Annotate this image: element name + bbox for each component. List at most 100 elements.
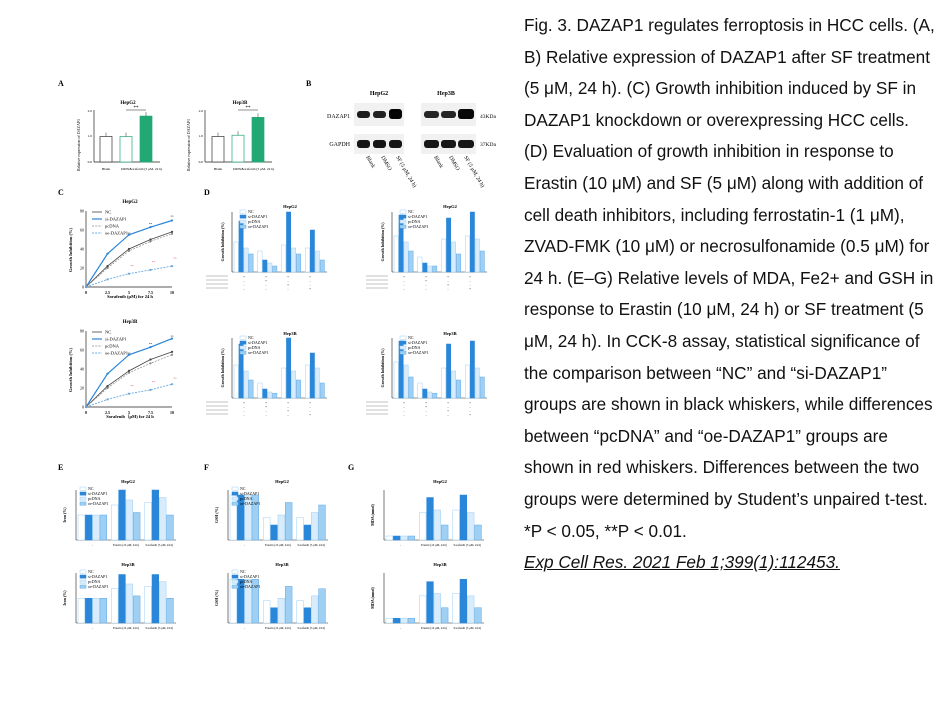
treatment-sign: + <box>469 287 471 291</box>
x-axis-label: Sorafenib (μM) for 24 h <box>107 294 153 299</box>
treatment-sign: - <box>265 413 266 417</box>
bar <box>474 367 480 399</box>
treatment-sign: + <box>265 405 267 409</box>
bar <box>277 598 285 624</box>
bar <box>144 502 152 541</box>
panel-b-western-blot: HepG2 Hep3B DAZAP1 GAPDH 43KDa 37KDa Bla… <box>327 91 496 189</box>
legend-swatch <box>239 224 247 229</box>
legend-swatch <box>79 496 87 501</box>
bar <box>319 382 325 399</box>
bar <box>479 250 485 273</box>
x-tick-label: Erastin (10 μM, 24 h) <box>265 626 291 631</box>
lane-label: SF (5 μM, 24 h) <box>462 155 486 189</box>
bar <box>92 598 100 624</box>
treatment-sign: - <box>309 409 310 413</box>
x-tick-label: - <box>244 626 245 630</box>
chart-title: Hep3B <box>121 562 134 567</box>
bar <box>166 514 174 541</box>
bar <box>459 579 467 624</box>
treatment-sign: + <box>309 287 311 291</box>
x-tick-label: Sorafenib (5 μM, 24 h) <box>145 626 173 631</box>
data-point <box>149 362 152 365</box>
treatment-sign: - <box>425 287 426 291</box>
x-tick-label: - <box>400 626 401 630</box>
data-point <box>127 392 131 395</box>
citation-link[interactable]: Exp Cell Res. 2021 Feb 1;399(1):112453. <box>524 552 840 573</box>
x-tick-label: Sorafenib (5 μM, 24 h) <box>453 543 481 548</box>
bar <box>474 607 482 624</box>
legend-label: pcDNA <box>88 579 101 584</box>
bar <box>99 598 107 624</box>
bar <box>408 376 414 399</box>
legend-swatch <box>231 574 239 579</box>
bar <box>251 494 259 541</box>
legend-label: pcDNA <box>408 219 421 224</box>
bar <box>237 579 245 624</box>
panel-c-hep3b: Hep3B Growth Inhibition (%) 0 20 40 60 80 0 2.… <box>68 320 177 420</box>
treatment-sign: - <box>309 283 310 287</box>
legend-swatch <box>239 340 247 345</box>
legend-label: si-DAZAP1 <box>408 340 427 345</box>
bar <box>99 136 113 163</box>
bar <box>267 391 273 399</box>
bar <box>286 337 292 399</box>
series-line <box>85 265 173 288</box>
treatment-sign: + <box>425 279 427 283</box>
data-point <box>106 266 109 270</box>
bar <box>267 262 273 273</box>
bar <box>400 617 408 624</box>
bar <box>479 376 485 399</box>
legend-swatch <box>231 491 239 496</box>
bar <box>432 392 438 399</box>
treatment-sign: - <box>447 405 448 409</box>
legend-swatch <box>231 496 239 501</box>
caption-text: Fig. 3. DAZAP1 regulates ferroptosis in … <box>524 15 935 541</box>
panel-letter-g: G <box>348 463 354 472</box>
panel-a-hepg2: HepG2 Relative expression of DAZAP1 0.0 … <box>76 101 163 172</box>
data-point <box>106 265 109 268</box>
series-line <box>85 233 173 288</box>
x-tick-label: 0 <box>85 410 87 415</box>
bar <box>85 514 93 541</box>
treatment-sign: + <box>243 401 245 405</box>
bar <box>426 581 434 624</box>
legend-label: si-DAZAP1 <box>248 340 267 345</box>
y-tick-label: 80 <box>80 209 84 214</box>
panel-letter-d: D <box>204 188 210 197</box>
bar <box>231 134 245 163</box>
y-axis-label: GSH (%) <box>214 506 219 523</box>
bar <box>270 524 278 541</box>
panel-c-hepg2: HepG2 Growth Inhibition (%) 0 20 40 60 80 0 2.… <box>68 200 177 299</box>
bar <box>385 617 393 624</box>
chart-title: HepG2 <box>275 479 290 484</box>
treatment-sign: + <box>265 279 267 283</box>
treatment-sign: - <box>425 283 426 287</box>
bar <box>133 512 141 541</box>
bar <box>125 583 133 624</box>
y-axis-label: Growth Inhibition (%) <box>220 222 225 262</box>
bar <box>263 517 271 541</box>
treatment-sign: + <box>425 401 427 405</box>
legend-label: pcDNA <box>240 579 253 584</box>
treatment-sign: - <box>287 405 288 409</box>
bar <box>286 211 292 273</box>
svg-text:2.0: 2.0 <box>88 109 93 113</box>
sig-marker: ** <box>173 376 177 380</box>
legend-label: oe-DAZAP1 <box>88 501 108 506</box>
y-axis-label: Growth Inhibition (%) <box>220 348 225 388</box>
bar <box>281 244 287 273</box>
sig-marker: ** <box>170 335 174 339</box>
legend-label: oe-DAZAP1 <box>248 350 268 355</box>
legend-swatch <box>239 350 247 355</box>
y-axis-label: MDA (nmol) <box>370 504 375 526</box>
treatment-sign: + <box>425 275 427 279</box>
bar <box>403 241 409 273</box>
bar <box>243 247 249 273</box>
bar <box>291 247 296 273</box>
treatment-sign: - <box>469 283 470 287</box>
bar <box>456 253 461 273</box>
x-tick-label: Erastin (10 μM, 24 h) <box>421 543 447 548</box>
sig-marker: ** <box>152 260 156 264</box>
treatment-sign: - <box>243 405 244 409</box>
